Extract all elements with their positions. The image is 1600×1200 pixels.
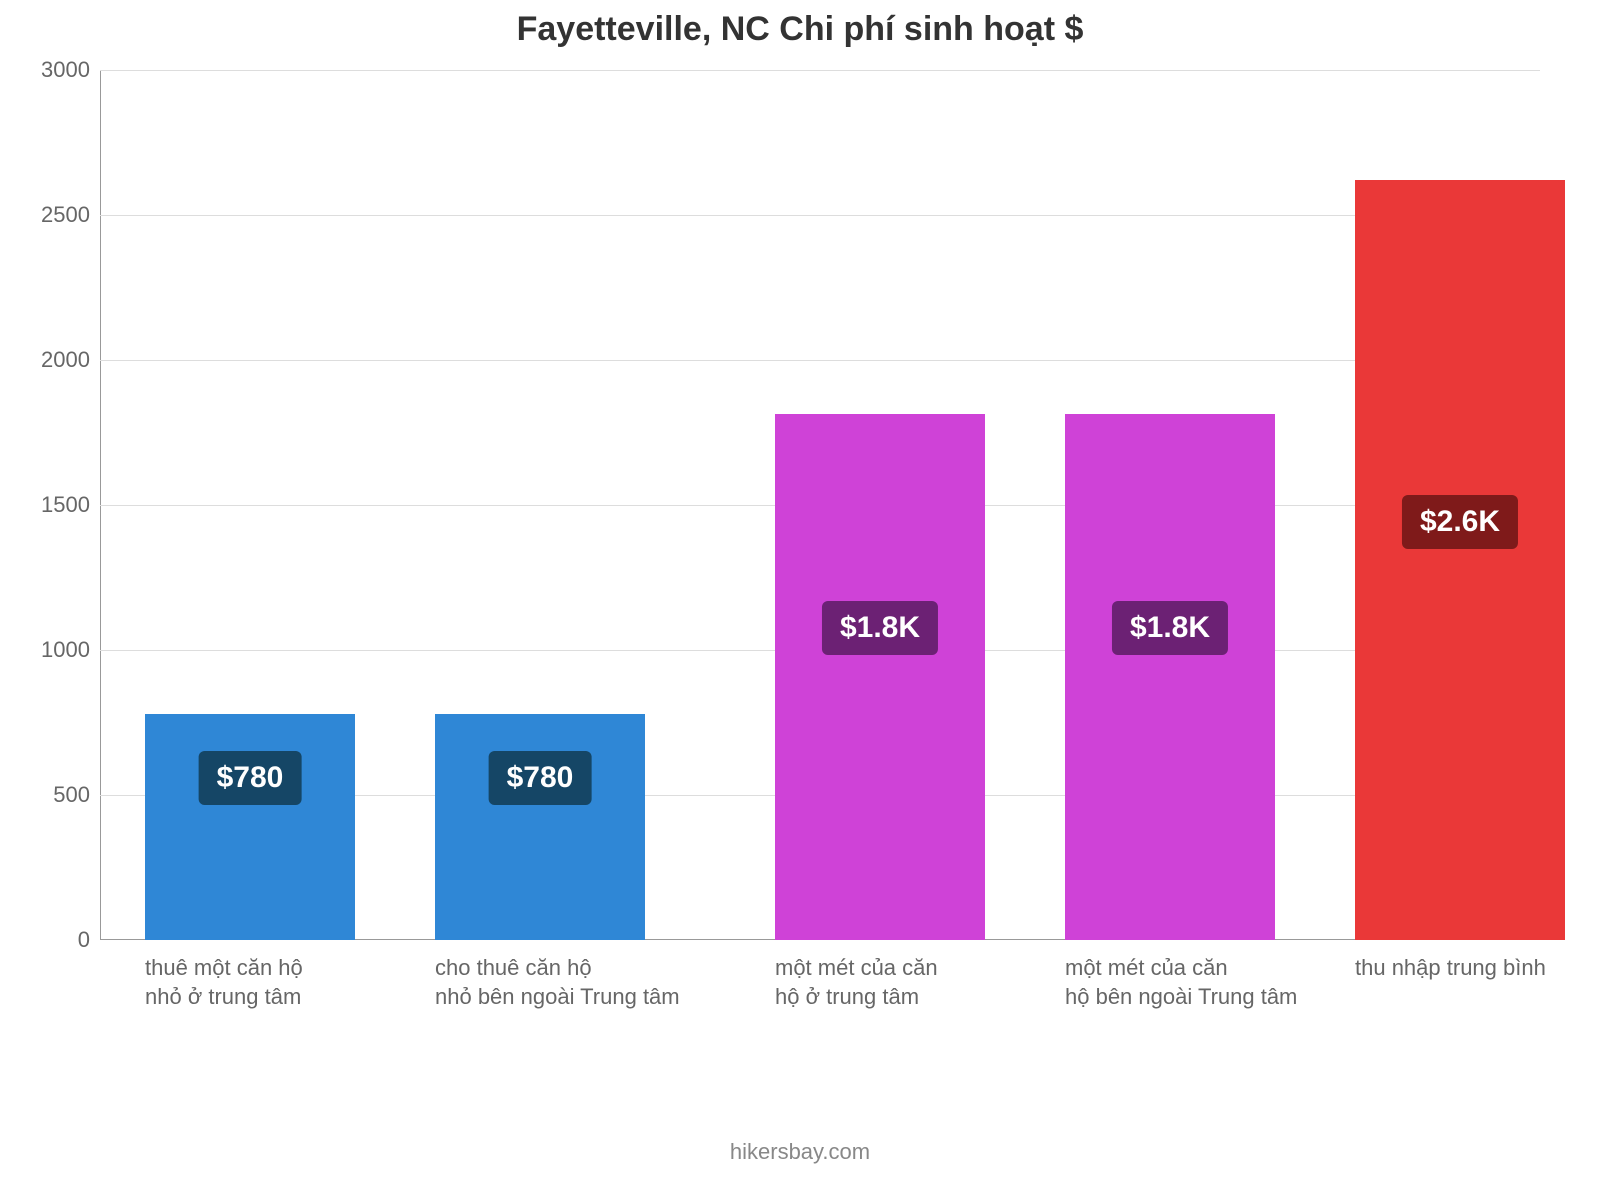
y-tick-label: 1500: [41, 492, 100, 518]
chart-title: Fayetteville, NC Chi phí sinh hoạt $: [0, 10, 1600, 49]
x-tick-label: cho thuê căn hộnhỏ bên ngoài Trung tâm: [435, 940, 715, 1011]
gridline: [100, 215, 1540, 216]
bar-value-label: $1.8K: [822, 601, 938, 655]
bar: [1355, 180, 1565, 940]
plot-area: 050010001500200025003000$780thuê một căn…: [100, 70, 1540, 940]
x-tick-label: thu nhập trung bình: [1355, 940, 1600, 983]
y-tick-label: 0: [78, 927, 100, 953]
attribution: hikersbay.com: [0, 1139, 1600, 1165]
bar-value-label: $2.6K: [1402, 495, 1518, 549]
bar: [1065, 414, 1275, 940]
y-tick-label: 2000: [41, 347, 100, 373]
bar: [435, 714, 645, 940]
gridline: [100, 70, 1540, 71]
bar-value-label: $1.8K: [1112, 601, 1228, 655]
y-tick-label: 1000: [41, 637, 100, 663]
chart-container: Fayetteville, NC Chi phí sinh hoạt $ 050…: [0, 0, 1600, 1200]
gridline: [100, 360, 1540, 361]
y-tick-label: 3000: [41, 57, 100, 83]
x-tick-label: một mét của cănhộ bên ngoài Trung tâm: [1065, 940, 1345, 1011]
bar-value-label: $780: [489, 751, 592, 805]
x-tick-label: thuê một căn hộnhỏ ở trung tâm: [145, 940, 425, 1011]
bar-value-label: $780: [199, 751, 302, 805]
y-tick-label: 500: [53, 782, 100, 808]
bar: [145, 714, 355, 940]
x-tick-label: một mét của cănhộ ở trung tâm: [775, 940, 1055, 1011]
bar: [775, 414, 985, 940]
y-tick-label: 2500: [41, 202, 100, 228]
